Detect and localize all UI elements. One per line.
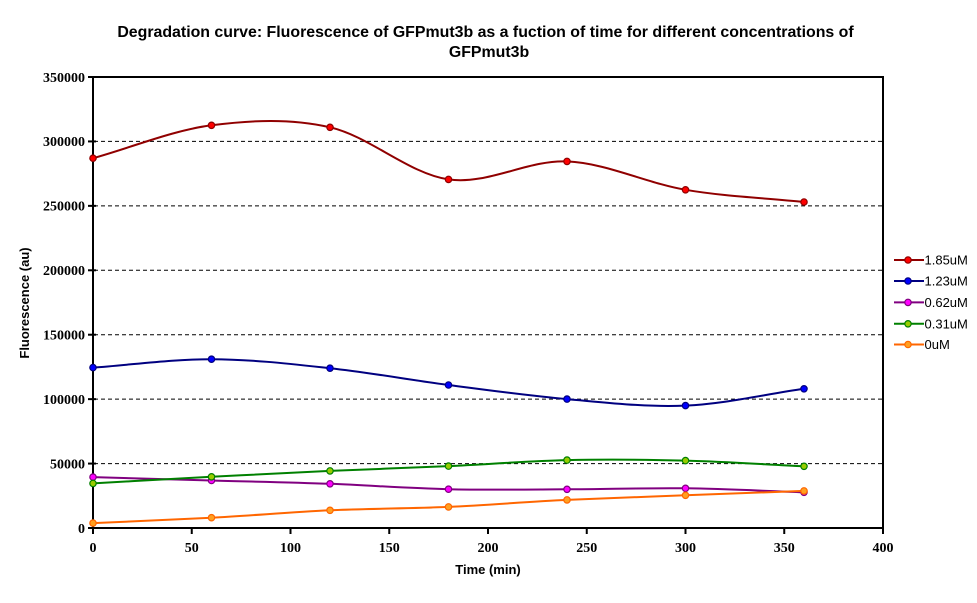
svg-text:50: 50 <box>185 541 199 556</box>
svg-text:200: 200 <box>478 541 499 556</box>
svg-text:300000: 300000 <box>43 135 85 150</box>
svg-text:0: 0 <box>78 522 85 537</box>
svg-text:GFPmut3b: GFPmut3b <box>449 44 530 61</box>
svg-text:0uM: 0uM <box>925 337 950 352</box>
svg-text:400: 400 <box>873 541 894 556</box>
svg-text:350: 350 <box>774 541 795 556</box>
svg-text:1.23uM: 1.23uM <box>925 274 968 289</box>
svg-text:200000: 200000 <box>43 264 85 279</box>
svg-text:350000: 350000 <box>43 71 85 86</box>
svg-text:250000: 250000 <box>43 200 85 215</box>
svg-text:50000: 50000 <box>50 457 85 472</box>
svg-text:Fluorescence (au): Fluorescence (au) <box>17 247 32 358</box>
svg-text:300: 300 <box>675 541 696 556</box>
svg-text:0.62uM: 0.62uM <box>925 295 968 310</box>
svg-text:100: 100 <box>280 541 301 556</box>
svg-text:250: 250 <box>576 541 597 556</box>
svg-text:1.85uM: 1.85uM <box>925 253 968 268</box>
svg-text:0.31uM: 0.31uM <box>925 317 968 332</box>
svg-text:Degradation curve: Fluorescenc: Degradation curve: Fluorescence of GFPmu… <box>117 24 854 41</box>
svg-text:150: 150 <box>379 541 400 556</box>
svg-text:100000: 100000 <box>43 393 85 408</box>
svg-text:150000: 150000 <box>43 329 85 344</box>
svg-text:0: 0 <box>90 541 97 556</box>
svg-text:Time (min): Time (min) <box>455 562 521 577</box>
